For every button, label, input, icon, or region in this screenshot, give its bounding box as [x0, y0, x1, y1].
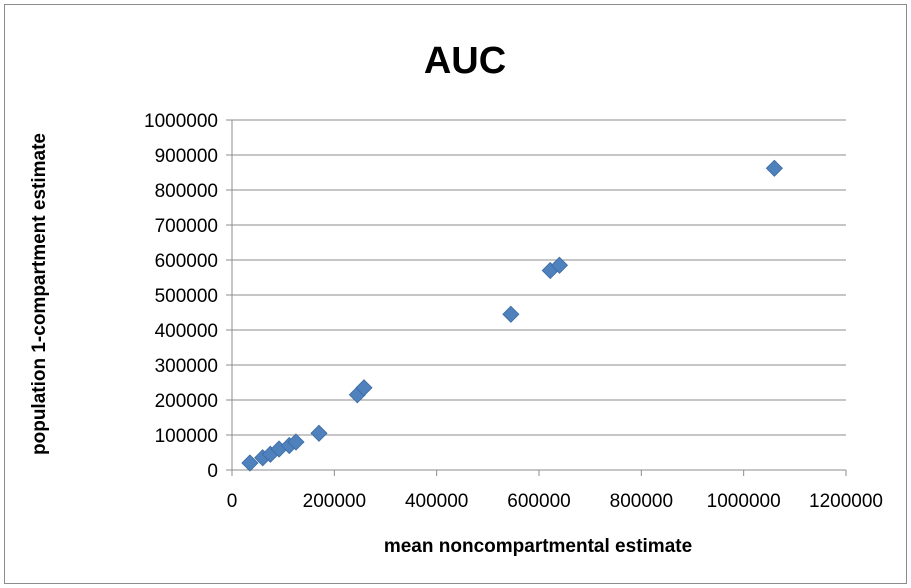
x-tick-label: 400000	[405, 491, 468, 512]
y-tick-label: 100000	[155, 426, 218, 447]
x-axis-title: mean noncompartmental estimate	[384, 536, 692, 557]
y-tick-label: 600000	[155, 251, 218, 272]
x-tick-label: 800000	[610, 491, 673, 512]
x-tick-label: 0	[227, 491, 238, 512]
data-point	[550, 256, 569, 274]
y-tick-label: 500000	[155, 286, 218, 307]
data-point	[287, 433, 305, 451]
chart-title: AUC	[424, 40, 506, 82]
y-tick-labels: 0 100000 200000 300000 400000 500000 600000 700…	[144, 111, 218, 482]
data-point	[310, 424, 328, 442]
chart-area	[4, 4, 907, 584]
y-axis-title: population 1-compartment estimate	[29, 133, 50, 455]
y-tick-label: 700000	[155, 216, 218, 237]
data-point	[355, 379, 373, 397]
y-tick-label: 900000	[155, 146, 218, 167]
y-tick-label: 200000	[155, 391, 218, 412]
x-tick-label: 1200000	[809, 491, 883, 512]
data-point	[502, 305, 520, 323]
axes	[226, 119, 847, 476]
x-tick-label: 1000000	[707, 491, 781, 512]
x-tick-labels: 0 200000 400000 600000 800000 1000000 1200000	[227, 491, 883, 512]
y-tick-label: 400000	[155, 321, 218, 342]
data-points	[241, 159, 783, 472]
y-tick-label: 1000000	[144, 111, 218, 132]
data-point	[241, 454, 259, 472]
data-point	[765, 159, 783, 177]
y-tick-label: 300000	[155, 356, 218, 377]
y-tick-label: 800000	[155, 181, 218, 202]
x-tick-label: 200000	[303, 491, 366, 512]
x-tick-label: 600000	[507, 491, 570, 512]
gridlines	[232, 119, 846, 436]
y-tick-label: 0	[207, 461, 218, 482]
